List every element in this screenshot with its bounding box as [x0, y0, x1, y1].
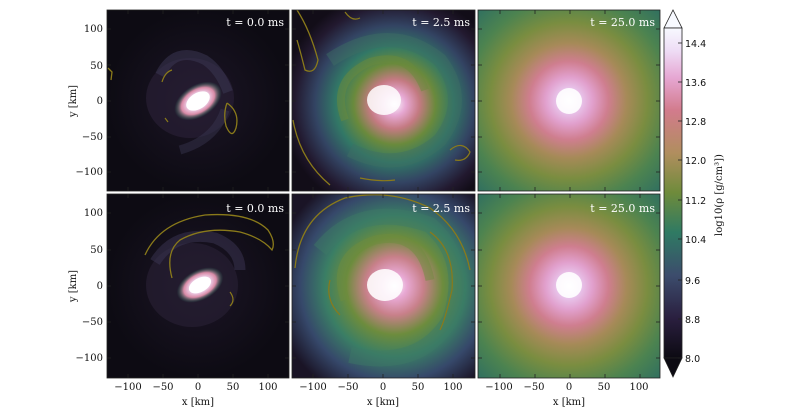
time-label: t = 2.5 ms: [412, 202, 470, 215]
density-contour: [164, 117, 169, 123]
x-tick-label: −50: [523, 382, 544, 393]
spiral-arm: [313, 208, 465, 367]
colorbar: 14.4 13.6 12.8 12.0 11.2 10.4 9.6 8.8 8.…: [663, 9, 725, 378]
y-tick-label: 100: [84, 208, 103, 219]
density-contour: [359, 177, 396, 182]
x-tick-label: 100: [629, 382, 648, 393]
density-contour: [344, 11, 361, 20]
y-tick-label: −50: [82, 132, 103, 143]
y-tick-labels-top: 100 50 0 −50 −100: [76, 24, 103, 178]
x-tick-label: 0: [380, 382, 386, 393]
tick-marks: [107, 10, 660, 378]
time-label: t = 2.5 ms: [412, 16, 470, 29]
colorbar-tick-label: 12.8: [685, 117, 706, 128]
spiral-arm: [337, 55, 429, 122]
density-contour: [429, 231, 453, 331]
x-tick-label: −100: [485, 382, 512, 393]
panel-r1-c1: [292, 194, 475, 378]
panel-r0-c0: [107, 10, 289, 191]
colorbar-bottom-extend: [663, 357, 683, 378]
y-tick-label: −50: [82, 317, 103, 328]
colorbar-gradient: [663, 27, 683, 359]
panel-r1-c2: [478, 194, 660, 378]
x-tick-labels-col1: −100 −50 0 50 100: [299, 382, 462, 393]
colorbar-tick-label: 10.4: [685, 235, 706, 246]
y-tick-label: 0: [97, 96, 103, 107]
x-tick-label: 0: [566, 382, 572, 393]
density-contour: [107, 67, 113, 81]
x-tick-label: 50: [227, 382, 240, 393]
time-label: t = 0.0 ms: [226, 202, 284, 215]
density-contour: [229, 291, 234, 307]
x-tick-label: −50: [152, 382, 173, 393]
merger-core-bright: [188, 276, 212, 294]
tidal-arm: [155, 50, 233, 94]
density-contour: [292, 119, 331, 186]
y-tick-label: −100: [76, 353, 103, 364]
colorbar-label: log10(ρ [g/cm³]): [714, 154, 725, 236]
colorbar-tick-marks: [678, 42, 682, 359]
colorbar-tick-label: 8.0: [685, 354, 700, 365]
panel-r0-c1: [292, 10, 475, 191]
x-tick-label: 50: [412, 382, 425, 393]
time-label: t = 0.0 ms: [226, 16, 284, 29]
colorbar-tick-label: 8.8: [685, 315, 700, 326]
density-contour: [449, 144, 471, 161]
spiral-arm: [326, 33, 462, 168]
merger-core: [367, 269, 403, 301]
colorbar-tick-label: 13.6: [685, 78, 706, 89]
panel-r1-c0: [107, 194, 289, 378]
y-tick-label: 50: [90, 245, 103, 256]
x-tick-labels-col2: −100 −50 0 50 100: [485, 382, 648, 393]
colorbar-top-extend: [663, 9, 683, 29]
x-axis-label: x [km]: [182, 397, 214, 408]
density-contour: [161, 69, 173, 83]
merger-core: [367, 85, 401, 115]
time-label: t = 25.0 ms: [590, 16, 655, 29]
y-tick-label: 100: [84, 24, 103, 35]
density-contour: [328, 279, 341, 316]
x-tick-label: 0: [195, 382, 201, 393]
y-axis-label: y [km]: [68, 85, 79, 118]
x-tick-label: −100: [299, 382, 326, 393]
tidal-arm: [150, 230, 246, 271]
x-tick-labels-col0: −100 −50 0 50 100: [114, 382, 277, 393]
y-tick-label: 50: [90, 61, 103, 72]
density-contour: [144, 213, 274, 279]
colorbar-tick-label: 11.2: [685, 196, 706, 207]
remnant-core: [556, 272, 582, 298]
density-contour: [224, 102, 238, 135]
x-tick-label: −50: [337, 382, 358, 393]
x-axis-label: x [km]: [553, 397, 585, 408]
tidal-arm: [178, 108, 230, 155]
x-tick-label: 100: [443, 382, 462, 393]
x-axis-label: x [km]: [367, 397, 399, 408]
colorbar-tick-label: 9.6: [685, 276, 700, 287]
y-tick-label: 0: [97, 281, 103, 292]
spiral-arm: [336, 233, 435, 302]
y-tick-label: −100: [76, 167, 103, 178]
colorbar-tick-label: 14.4: [685, 39, 706, 50]
x-tick-label: −100: [114, 382, 141, 393]
y-axis-label: y [km]: [68, 270, 79, 303]
time-label: t = 25.0 ms: [590, 202, 655, 215]
x-tick-label: 50: [598, 382, 611, 393]
density-contour: [296, 10, 319, 72]
merger-core-bright: [186, 91, 210, 111]
remnant-core: [556, 88, 582, 114]
density-contour: [294, 194, 471, 271]
y-tick-labels-bottom: 100 50 0 −50 −100: [76, 208, 103, 364]
x-tick-label: 100: [258, 382, 277, 393]
colorbar-tick-label: 12.0: [685, 156, 706, 167]
panel-r0-c2: [478, 10, 660, 191]
